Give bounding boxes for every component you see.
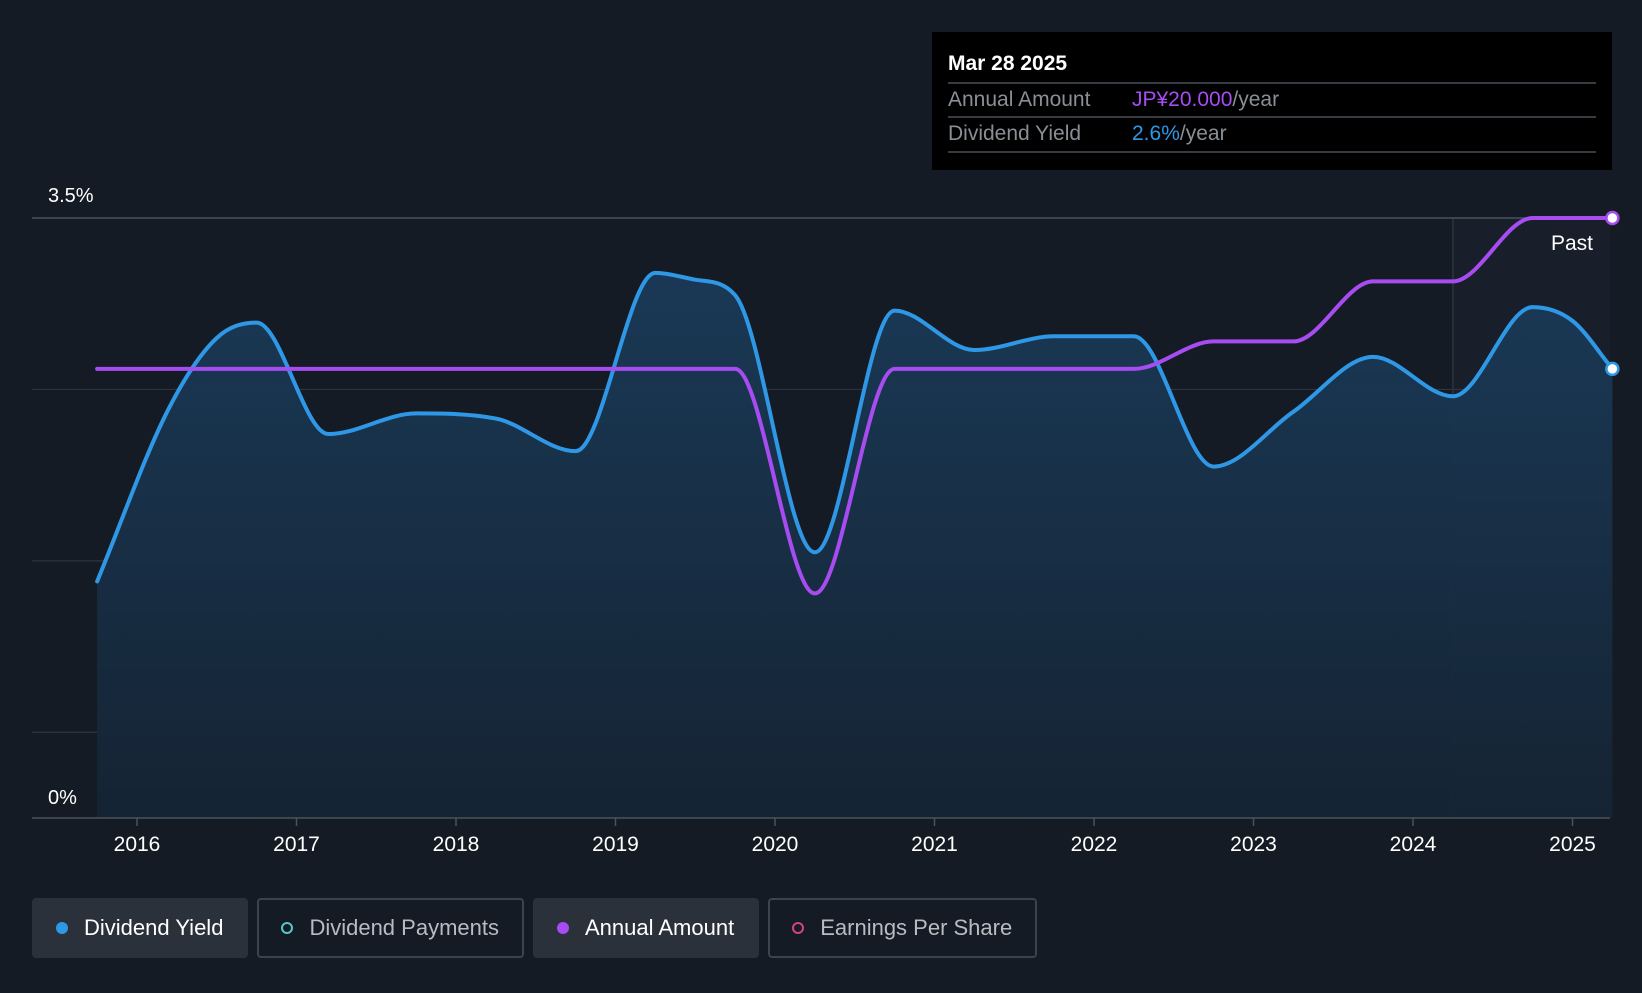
x-tick-label: 2025 [1549,833,1596,856]
tooltip-annual-amount-value: JP¥20.000 [1132,88,1232,111]
x-tick-label: 2018 [433,833,480,856]
legend-label: Dividend Yield [84,915,224,940]
y-axis: 3.5% 0% [48,185,94,809]
legend-item-dividend-payments[interactable]: Dividend Payments [257,898,524,958]
annual-amount-line [95,215,1615,596]
chart-legend: Dividend Yield Dividend Payments Annual … [32,898,1038,958]
earnings-per-share-dot-icon [792,922,805,934]
x-tick-label: 2016 [114,833,161,856]
x-tick-label: 2021 [911,833,958,856]
legend-label: Earnings Per Share [820,915,1013,940]
x-tick-label: 2022 [1071,833,1118,856]
x-tick-label: 2019 [592,833,639,856]
x-tick-label: 2024 [1390,833,1437,856]
dividend-yield-line [95,270,1615,584]
legend-label: Annual Amount [584,915,735,940]
past-label: Past [1551,232,1593,255]
tooltip-date: Mar 28 2025 [948,52,1067,75]
x-tick-label: 2020 [752,833,799,856]
legend-label: Dividend Payments [309,915,499,940]
dividend-yield-area [97,272,1613,818]
tooltip-box [932,32,1612,170]
legend-item-annual-amount[interactable]: Annual Amount [532,898,760,958]
tooltip-dividend-yield-row: Dividend Yield 2.6%/year [948,122,1227,145]
x-tick-label: 2017 [273,833,320,856]
x-tick-label: 2023 [1230,833,1277,856]
legend-item-dividend-yield[interactable]: Dividend Yield [32,898,249,958]
dividend-yield-end-marker [1605,361,1620,377]
dividend-payments-dot-icon [281,922,294,934]
legend-item-earnings-per-share[interactable]: Earnings Per Share [768,898,1038,958]
annual-amount-dot-icon [556,922,569,934]
x-axis: 2016 2017 2018 2019 2020 2021 2022 2023 2024 2025 [32,817,1610,856]
y-tick-label-max: 3.5% [48,185,94,207]
tooltip-annual-amount-label: Annual Amount [948,88,1091,111]
tooltip-annual-amount-row: Annual Amount JP¥20.000/year [948,88,1279,111]
tooltip-dividend-yield-unit: /year [1180,122,1227,145]
tooltip-annual-amount-unit: /year [1232,88,1279,111]
annual-amount-end-marker [1605,210,1620,226]
tooltip-dividend-yield-label: Dividend Yield [948,122,1081,145]
y-tick-label-min: 0% [48,787,77,809]
tooltip-dividend-yield-value: 2.6% [1132,122,1180,145]
tooltip: Mar 28 2025 Annual Amount JP¥20.000/year… [932,32,1612,170]
dividend-yield-dot-icon [56,922,68,934]
